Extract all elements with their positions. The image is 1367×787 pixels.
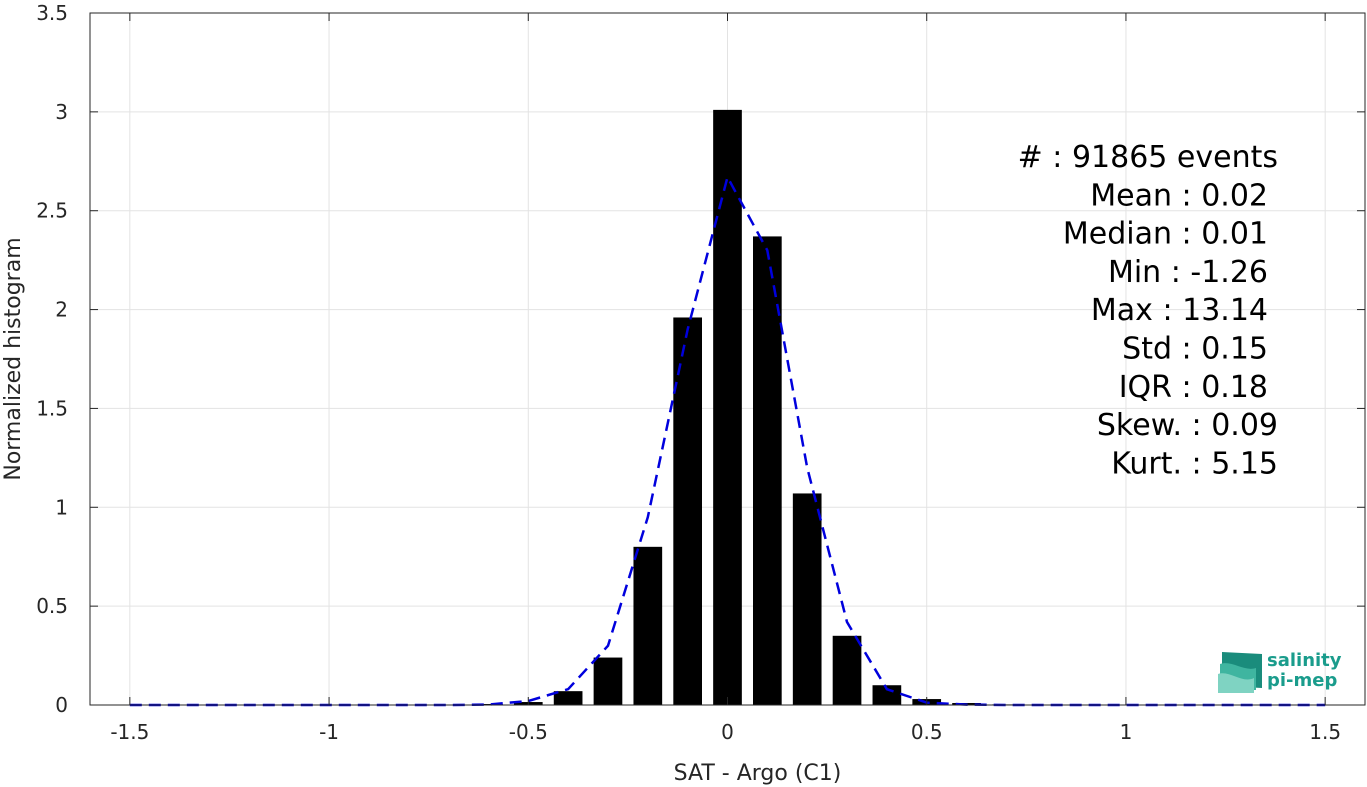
histogram-bar: [753, 236, 782, 705]
histogram-bar: [713, 109, 742, 705]
y-tick-label: 0.5: [36, 594, 68, 618]
x-tick-label: 0.5: [911, 720, 943, 744]
histogram-bar: [792, 493, 822, 705]
stats-line: Skew. : 0.09: [1097, 408, 1278, 443]
stats-line: Kurt. : 5.15: [1111, 446, 1278, 481]
y-axis-label: Normalized histogram: [1, 237, 26, 480]
histogram-bar: [553, 691, 583, 705]
stats-line: Mean : 0.02: [1090, 178, 1268, 213]
x-tick-label: -1: [319, 720, 339, 744]
y-tick-label: 0: [55, 693, 68, 717]
histogram-bar: [593, 657, 623, 705]
stats-line: Median : 0.01: [1063, 217, 1268, 252]
x-tick-label: 0: [721, 720, 734, 744]
histogram-bar: [633, 546, 663, 705]
logo-text-salinity: salinity: [1267, 650, 1342, 671]
y-tick-label: 3: [55, 100, 68, 124]
y-tick-label: 2.5: [36, 199, 68, 223]
y-axis-ticks: 0 0.5 1 1.5 2 2.5 3 3.5: [36, 1, 1365, 717]
stats-line: IQR : 0.18: [1119, 370, 1268, 405]
histogram-bar: [832, 635, 862, 705]
y-tick-label: 1: [55, 495, 68, 519]
stats-line: Max : 13.14: [1091, 293, 1268, 328]
histogram-bar: [872, 685, 902, 705]
histogram-bar: [673, 317, 702, 705]
x-tick-label: 1: [1120, 720, 1133, 744]
x-axis-label: SAT - Argo (C1): [674, 761, 842, 786]
y-tick-label: 2: [55, 298, 68, 322]
x-tick-label: -1.5: [110, 720, 149, 744]
stats-line: Std : 0.15: [1122, 332, 1268, 367]
y-tick-label: 1.5: [36, 396, 68, 420]
bars: [474, 109, 1021, 705]
logo-icon: [1218, 652, 1262, 693]
x-tick-label: -0.5: [509, 720, 548, 744]
x-tick-label: 1.5: [1309, 720, 1341, 744]
x-axis-ticks: -1.5 -1 -0.5 0 0.5 1 1.5: [110, 13, 1341, 744]
logo-text-pi-mep: pi-mep: [1267, 670, 1337, 691]
stats-line: Min : -1.26: [1108, 255, 1268, 290]
y-tick-label: 3.5: [36, 1, 68, 25]
stats-line: # : 91865 events: [1018, 140, 1278, 175]
salinity-pi-mep-logo: salinity pi-mep: [1218, 650, 1342, 693]
